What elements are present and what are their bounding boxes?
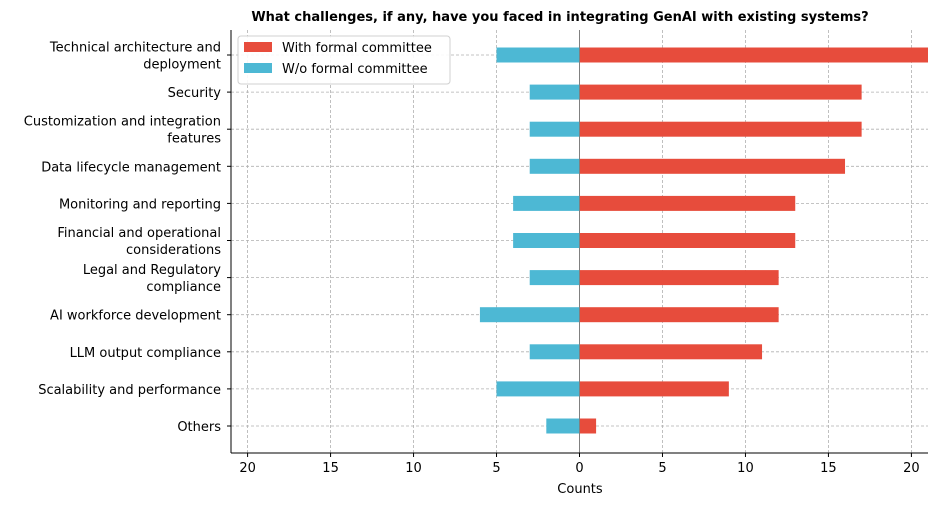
- category-label: features: [167, 132, 221, 147]
- bar-with-committee: [579, 84, 862, 100]
- category-label: LLM output compliance: [70, 346, 221, 361]
- bar-without-committee: [529, 344, 580, 360]
- legend-box: [237, 35, 451, 85]
- category-label: Technical architecture and: [49, 41, 221, 56]
- x-tick-label: 20: [239, 461, 256, 476]
- bar-with-committee: [579, 418, 597, 434]
- x-axis-label: Counts: [557, 482, 603, 497]
- x-tick-label: 5: [658, 461, 666, 476]
- axes-group: [227, 30, 928, 457]
- category-label: compliance: [146, 280, 221, 295]
- bar-without-committee: [479, 307, 580, 323]
- category-labels: Technical architecture and deployment Secu…: [24, 41, 222, 436]
- category-label: Customization and integration: [24, 115, 221, 130]
- bar-without-committee: [529, 121, 580, 137]
- bar-with-committee: [579, 270, 779, 286]
- category-label: Data lifecycle management: [41, 160, 221, 175]
- chart-title: What challenges, if any, have you faced …: [251, 10, 868, 25]
- category-label: deployment: [143, 58, 221, 73]
- category-label: Monitoring and reporting: [59, 197, 221, 212]
- bar-with-committee: [579, 233, 796, 248]
- bar-with-committee: [579, 307, 779, 323]
- bar-with-committee: [579, 195, 796, 211]
- bar-with-committee: [579, 381, 729, 397]
- bar-with-committee: [579, 47, 928, 63]
- bars-group: [479, 47, 928, 434]
- category-label: Others: [177, 420, 221, 435]
- bar-without-committee: [513, 233, 580, 248]
- category-label: Legal and Regulatory: [83, 263, 221, 278]
- legend-swatch: [244, 63, 272, 73]
- bar-without-committee: [496, 381, 580, 397]
- x-tick-label: 5: [492, 461, 500, 476]
- x-tick-labels: 20 15 10 5 0 5 10 15 20: [239, 461, 919, 476]
- bar-without-committee: [529, 270, 580, 286]
- x-tick-label: 10: [405, 461, 422, 476]
- category-label: AI workforce development: [50, 309, 221, 324]
- x-tick-label: 15: [322, 461, 339, 476]
- bar-with-committee: [579, 158, 846, 174]
- legend-swatch: [244, 42, 272, 52]
- x-tick-label: 20: [903, 461, 920, 476]
- x-tick-label: 15: [820, 461, 837, 476]
- x-tick-label: 10: [737, 461, 754, 476]
- category-label: Scalability and performance: [38, 383, 221, 398]
- bar-without-committee: [496, 47, 580, 63]
- bar-without-committee: [513, 195, 580, 211]
- category-label: Security: [168, 86, 222, 101]
- x-tick-label: 0: [575, 461, 583, 476]
- bar-with-committee: [579, 121, 862, 137]
- bar-without-committee: [546, 418, 580, 434]
- legend-label: W/o formal committee: [282, 62, 428, 77]
- bar-with-committee: [579, 344, 763, 360]
- category-label: considerations: [126, 243, 221, 258]
- bar-without-committee: [529, 158, 580, 174]
- bar-without-committee: [529, 84, 580, 100]
- category-label: Financial and operational: [57, 226, 221, 241]
- legend: With formal committee W/o formal committe…: [237, 35, 451, 85]
- legend-label: With formal committee: [282, 41, 432, 56]
